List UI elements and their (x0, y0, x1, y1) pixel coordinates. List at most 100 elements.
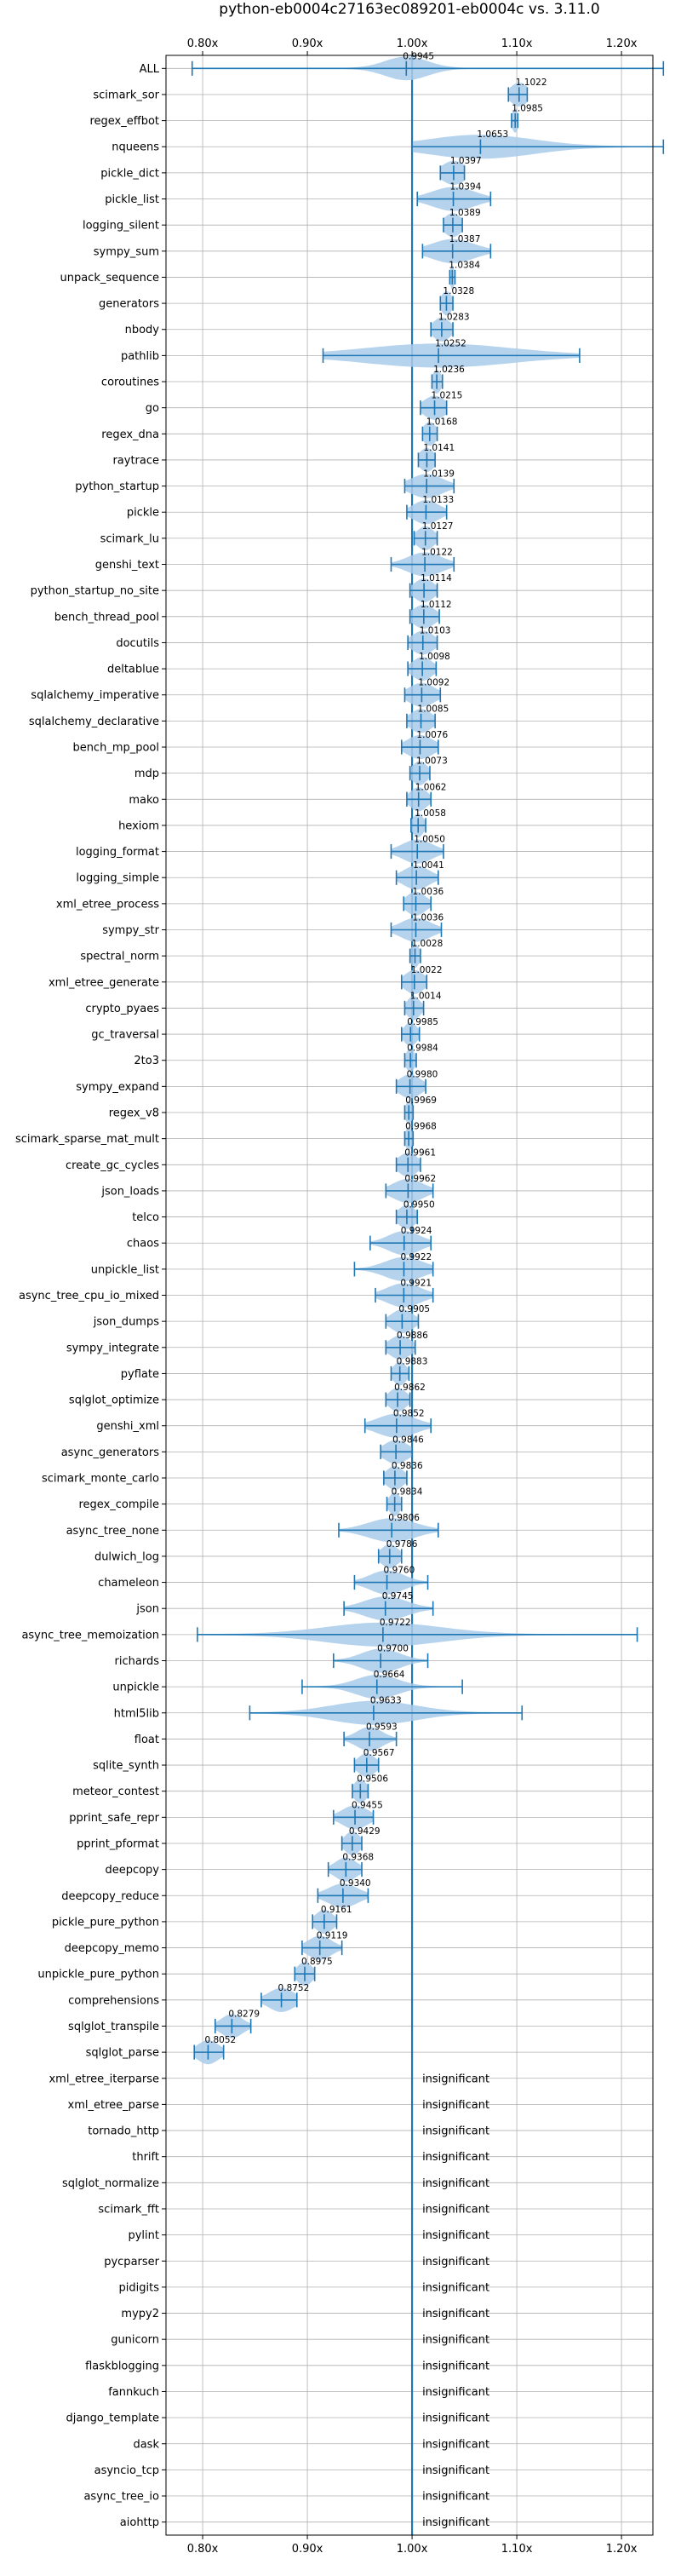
mean-value-label: 1.0058 (415, 808, 446, 819)
mean-value-label: 0.8975 (301, 1957, 333, 1967)
benchmark-label: async_generators (61, 1446, 160, 1459)
benchmark-label: regex_compile (78, 1498, 159, 1511)
mean-value-label: 1.0050 (414, 835, 445, 845)
mean-value-label: 0.9161 (321, 1905, 352, 1915)
benchmark-label: deepcopy_reduce (61, 1890, 159, 1903)
benchmark-label: gc_traversal (91, 1029, 159, 1042)
benchmark-label: telco (132, 1211, 159, 1224)
benchmark-label: genshi_xml (96, 1420, 159, 1433)
mean-value-label: 1.0328 (443, 286, 474, 296)
mean-value-label: 1.0397 (450, 156, 482, 166)
insignificant-label: insignificant (422, 2151, 489, 2164)
benchmark-label: logging_format (76, 846, 159, 859)
benchmark-label: json_dumps (93, 1316, 159, 1329)
benchmark-label: xml_etree_iterparse (49, 2073, 159, 2085)
benchmark-label: comprehensions (68, 1994, 159, 2007)
benchmark-label: asyncio_tcp (94, 2464, 159, 2477)
mean-value-label: 1.0389 (449, 208, 481, 218)
mean-value-label: 0.9968 (405, 1122, 437, 1132)
benchmark-label: async_tree_io (83, 2491, 159, 2504)
benchmark-label: thrift (132, 2151, 159, 2164)
insignificant-label: insignificant (422, 2334, 489, 2347)
mean-value-label: 0.9922 (400, 1252, 432, 1262)
insignificant-label: insignificant (422, 2281, 489, 2294)
benchmark-label: unpickle_list (91, 1263, 159, 1276)
benchmark-label: json (135, 1603, 159, 1616)
x-tick-label-top: 0.90x (292, 37, 323, 50)
mean-value-label: 1.0073 (416, 756, 448, 767)
benchmark-label: scimark_sor (93, 89, 159, 101)
benchmark-label: hexiom (118, 819, 159, 832)
mean-value-label: 1.0236 (433, 365, 465, 375)
benchmark-label: logging_simple (76, 872, 159, 885)
benchmark-label: go (146, 402, 159, 415)
mean-value-label: 0.9745 (382, 1591, 414, 1601)
benchmark-label: pprint_safe_repr (69, 1812, 159, 1825)
insignificant-label: insignificant (422, 2360, 489, 2372)
benchmark-label: xml_etree_process (56, 898, 159, 911)
benchmark-label: aiohttp (120, 2516, 159, 2529)
mean-value-label: 0.9985 (407, 1017, 438, 1027)
mean-value-label: 0.9950 (403, 1200, 435, 1210)
mean-value-label: 0.9368 (342, 1853, 374, 1863)
mean-value-label: 0.9806 (388, 1513, 420, 1523)
mean-value-label: 1.0103 (420, 625, 451, 635)
benchmark-label: deepcopy (105, 1864, 159, 1877)
benchmark-label: scimark_monte_carlo (42, 1472, 159, 1485)
x-tick-label-top: 1.10x (501, 37, 533, 50)
x-tick-label-top: 1.00x (397, 37, 428, 50)
mean-value-label: 0.9852 (393, 1409, 425, 1419)
mean-value-label: 1.0133 (422, 495, 454, 505)
benchmark-label: sqlglot_optimize (69, 1394, 159, 1407)
benchmark-label: mypy2 (121, 2308, 159, 2320)
mean-value-label: 1.0141 (423, 443, 455, 453)
benchmark-label: pidigits (119, 2281, 160, 2294)
benchmark-label: async_tree_cpu_io_mixed (19, 1290, 159, 1302)
mean-value-label: 1.0062 (415, 782, 447, 792)
benchmark-label: tornado_http (88, 2125, 159, 2138)
mean-value-label: 0.9119 (317, 1931, 348, 1941)
benchmark-label: sqlglot_transpile (68, 2021, 159, 2033)
benchmark-label: float (134, 1734, 159, 1746)
mean-value-label: 1.0085 (418, 704, 449, 714)
mean-value-label: 1.0215 (432, 391, 463, 401)
benchmark-label: regex_v8 (109, 1107, 159, 1120)
mean-value-label: 0.9846 (392, 1435, 424, 1445)
benchmark-label: regex_effbot (89, 115, 159, 128)
benchmark-label: crypto_pyaes (85, 1003, 159, 1015)
benchmark-label: pyflate (121, 1368, 159, 1381)
mean-value-label: 1.0985 (512, 104, 543, 114)
mean-value-label: 0.8279 (228, 2009, 260, 2019)
mean-value-label: 0.8052 (204, 2035, 236, 2045)
benchmark-label: mako (129, 794, 159, 807)
benchmark-label: ALL (140, 63, 160, 76)
x-tick-label-bottom: 1.20x (606, 2543, 638, 2556)
mean-value-label: 0.9567 (363, 1748, 395, 1758)
mean-value-label: 1.0387 (449, 234, 481, 244)
insignificant-label: insignificant (422, 2256, 489, 2268)
benchmark-label: sqlite_synth (93, 1760, 159, 1773)
mean-value-label: 0.9455 (352, 1800, 383, 1810)
mean-value-label: 0.9969 (405, 1095, 437, 1106)
benchmark-label: gunicorn (111, 2334, 159, 2347)
mean-value-label: 0.9633 (370, 1696, 402, 1706)
mean-value-label: 0.9722 (380, 1618, 411, 1628)
benchmark-label: sympy_str (102, 924, 159, 937)
insignificant-label: insignificant (422, 2491, 489, 2504)
x-tick-label-bottom: 0.90x (292, 2543, 323, 2556)
mean-value-label: 0.8752 (278, 1983, 310, 1993)
mean-value-label: 1.0394 (450, 182, 482, 193)
benchmark-label: docutils (116, 637, 159, 650)
mean-value-label: 1.0139 (423, 469, 455, 480)
x-tick-label-bottom: 1.10x (501, 2543, 533, 2556)
mean-value-label: 0.9593 (366, 1722, 398, 1732)
benchmark-label: create_gc_cycles (66, 1159, 159, 1172)
benchmark-label: meteor_contest (72, 1785, 159, 1798)
benchmark-label: bench_thread_pool (54, 611, 159, 624)
benchmark-label: html5lib (114, 1707, 159, 1720)
mean-value-label: 0.9429 (349, 1826, 381, 1837)
benchmark-label: sympy_integrate (66, 1342, 159, 1354)
benchmark-label: sympy_expand (76, 1081, 159, 1094)
benchmark-label: sqlglot_parse (86, 2047, 159, 2060)
